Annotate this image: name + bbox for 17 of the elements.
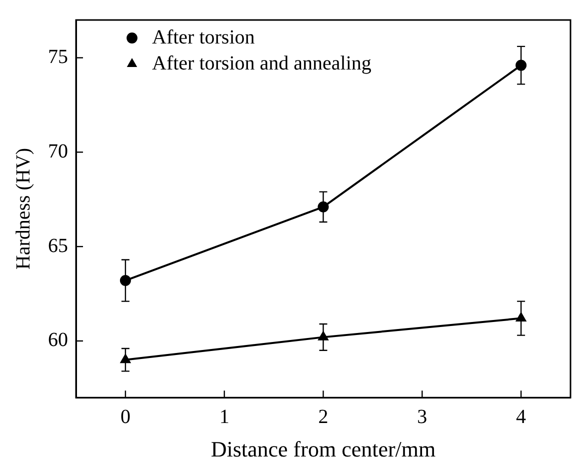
- point: [120, 275, 131, 286]
- y-tick-label: 65: [48, 234, 68, 257]
- legend-label: After torsion: [152, 26, 255, 48]
- legend-label: After torsion and annealing: [152, 52, 372, 74]
- x-tick-label: 1: [219, 406, 230, 428]
- x-tick-label: 3: [417, 406, 428, 428]
- point: [516, 312, 526, 322]
- point: [120, 354, 130, 364]
- y-tick-label: 75: [48, 46, 68, 68]
- x-tick-label: 4: [516, 406, 526, 428]
- y-axis-title: Hardness (HV): [12, 148, 34, 270]
- point: [516, 60, 527, 71]
- x-tick-label: 2: [318, 406, 328, 428]
- y-tick-label: 70: [48, 140, 68, 162]
- y-tick-label: 60: [48, 329, 68, 352]
- x-tick-label: 0: [120, 406, 130, 428]
- x-axis-title: Distance from center/mm: [210, 436, 436, 462]
